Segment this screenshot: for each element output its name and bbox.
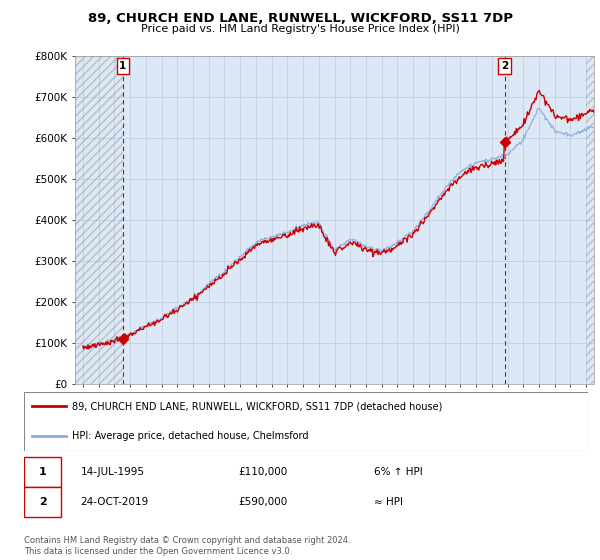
Text: HPI: Average price, detached house, Chelmsford: HPI: Average price, detached house, Chel…	[72, 431, 308, 441]
Text: £110,000: £110,000	[238, 467, 287, 477]
Text: 14-JUL-1995: 14-JUL-1995	[80, 467, 145, 477]
Text: 1: 1	[119, 61, 127, 71]
Text: 24-OCT-2019: 24-OCT-2019	[80, 497, 149, 507]
Bar	[75, 56, 123, 384]
Text: 89, CHURCH END LANE, RUNWELL, WICKFORD, SS11 7DP (detached house): 89, CHURCH END LANE, RUNWELL, WICKFORD, …	[72, 401, 442, 411]
Text: Contains HM Land Registry data © Crown copyright and database right 2024.
This d: Contains HM Land Registry data © Crown c…	[24, 536, 350, 556]
Bar	[586, 56, 594, 384]
Text: 1: 1	[39, 467, 46, 477]
Text: 2: 2	[39, 497, 46, 507]
Text: Price paid vs. HM Land Registry's House Price Index (HPI): Price paid vs. HM Land Registry's House …	[140, 24, 460, 34]
Text: 89, CHURCH END LANE, RUNWELL, WICKFORD, SS11 7DP: 89, CHURCH END LANE, RUNWELL, WICKFORD, …	[88, 12, 512, 25]
Text: 6% ↑ HPI: 6% ↑ HPI	[374, 467, 422, 477]
Bar	[24, 487, 61, 516]
Text: ≈ HPI: ≈ HPI	[374, 497, 403, 507]
Text: 2: 2	[501, 61, 508, 71]
Text: £590,000: £590,000	[238, 497, 287, 507]
Bar	[24, 457, 61, 487]
